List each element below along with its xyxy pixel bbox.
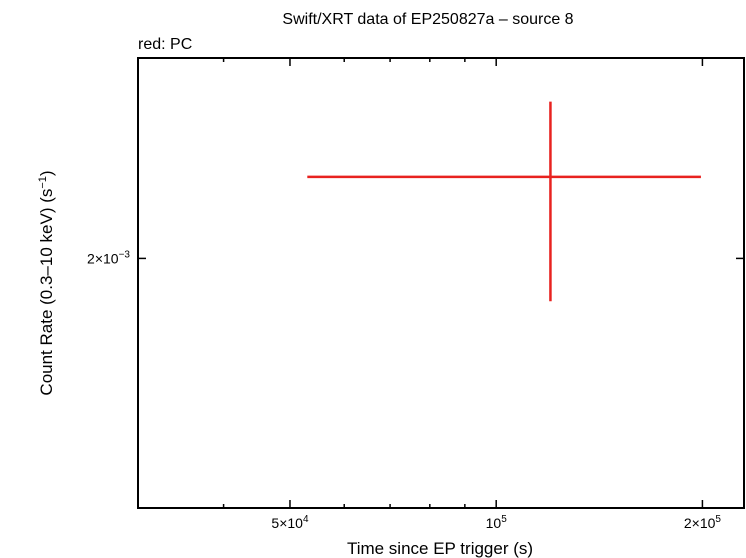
x-tick-label-base: 2×10: [684, 515, 716, 531]
x-tick-label-base: 10: [486, 515, 502, 531]
data-point: [307, 101, 701, 302]
x-tick-label: 105: [486, 514, 508, 531]
x-axis-tick-labels: 5×104 105 2×105: [271, 514, 721, 531]
y-axis-label-superscript: −1: [37, 176, 49, 189]
y-axis-label-close: ): [37, 170, 56, 176]
y-axis-label-main: Count Rate (0.3–10 keV) (s: [37, 189, 56, 396]
chart-title: Swift/XRT data of EP250827a – source 8: [282, 11, 573, 28]
x-tick-label-exponent: 4: [303, 514, 309, 525]
y-tick-label-base: 2×10: [87, 250, 119, 266]
x-axis-label: Time since EP trigger (s): [347, 539, 533, 558]
plot-frame: [137, 57, 745, 509]
x-tick-label-exponent: 5: [501, 514, 507, 525]
x-tick-label-base: 5×10: [271, 515, 303, 531]
data-series: [307, 101, 701, 302]
chart-subtitle: red: PC: [138, 36, 192, 53]
y-tick-label-exponent: −3: [119, 249, 131, 260]
y-tick-label: 2×10−3: [87, 249, 130, 266]
x-axis-ticks: [137, 58, 704, 508]
y-axis-tick-labels: 2×10−3: [87, 249, 130, 266]
x-tick-label: 2×105: [684, 514, 722, 531]
x-tick-label: 5×104: [271, 514, 309, 531]
x-tick-label-exponent: 5: [715, 514, 721, 525]
y-axis-label: Count Rate (0.3–10 keV) (s−1): [37, 170, 56, 395]
